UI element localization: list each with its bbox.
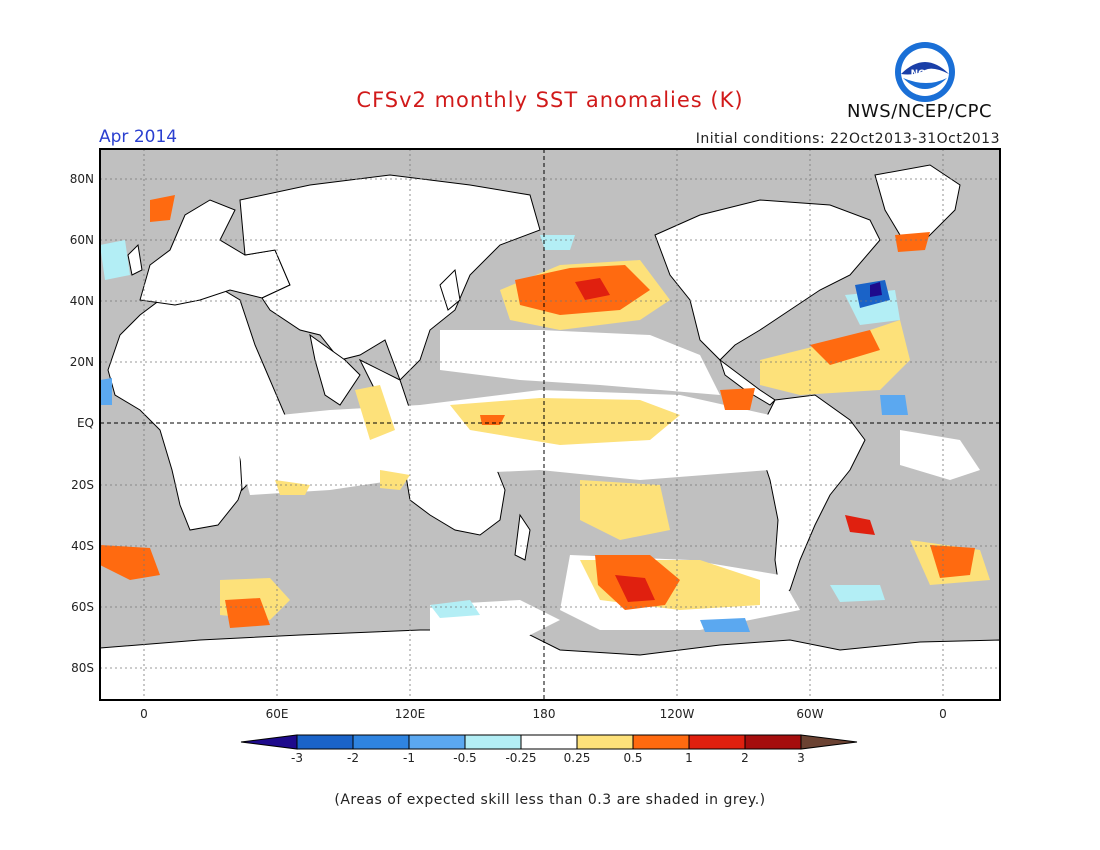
logo-text: NOAA xyxy=(911,69,940,79)
lat-label: 80N xyxy=(70,172,94,186)
colorbar-swatch xyxy=(632,734,690,750)
lat-label: 60N xyxy=(70,233,94,247)
central-america xyxy=(719,358,776,406)
map-frame xyxy=(99,148,1001,701)
colorbar-label: -3 xyxy=(291,751,303,765)
lat-label: 20S xyxy=(71,478,94,492)
india xyxy=(309,333,361,406)
lon-label: 120W xyxy=(660,707,695,721)
lon-labels: 0 60E 120E 180 120W 60W 0 xyxy=(140,707,947,721)
anomaly-shading xyxy=(100,195,990,640)
colorbar-label: 0.25 xyxy=(564,751,591,765)
greenland xyxy=(874,164,961,241)
lat-label: 20N xyxy=(70,355,94,369)
new-zealand xyxy=(514,513,531,561)
colorbar-swatch xyxy=(744,734,802,750)
japan xyxy=(439,268,461,311)
agency-label: NWS/NCEP/CPC xyxy=(847,101,993,122)
colorbar-label: 0.5 xyxy=(623,751,642,765)
landmasses xyxy=(100,164,1000,700)
lat-label: 40S xyxy=(71,539,94,553)
skill-note: (Areas of expected skill less than 0.3 a… xyxy=(334,792,766,808)
colorbar-low-arrow xyxy=(240,734,298,750)
colorbar-swatch xyxy=(576,734,634,750)
graticule xyxy=(100,149,1000,700)
lon-label: 0 xyxy=(140,707,148,721)
lon-label: 60E xyxy=(266,707,289,721)
lat-label: 40N xyxy=(70,294,94,308)
lat-label: 80S xyxy=(71,661,94,675)
chart-title: CFSv2 monthly SST anomalies (K) xyxy=(356,88,744,112)
colorbar xyxy=(240,734,858,750)
colorbar-label: 1 xyxy=(685,751,693,765)
lat-label: 60S xyxy=(71,600,94,614)
colorbar-label: -0.5 xyxy=(453,751,476,765)
colorbar-label: -1 xyxy=(403,751,415,765)
colorbar-swatch xyxy=(520,734,578,750)
colorbar-swatch xyxy=(296,734,354,750)
lon-label: 180 xyxy=(533,707,556,721)
uk xyxy=(127,243,143,276)
colorbar-label: -0.25 xyxy=(505,751,536,765)
lat-labels: 80N 60N 40N 20N EQ 20S 40S 60S 80S xyxy=(70,172,94,675)
colorbar-swatch xyxy=(352,734,410,750)
colorbar-swatch xyxy=(408,734,466,750)
lat-label: EQ xyxy=(77,416,94,430)
lon-label: 0 xyxy=(939,707,947,721)
lon-label: 120E xyxy=(395,707,426,721)
antarctica xyxy=(100,629,1000,700)
lon-label: 60W xyxy=(796,707,823,721)
initial-conditions: Initial conditions: 22Oct2013-31Oct2013 xyxy=(695,131,1000,147)
colorbar-swatch xyxy=(464,734,522,750)
colorbar-swatch xyxy=(688,734,746,750)
colorbar-label: -2 xyxy=(347,751,359,765)
colorbar-high-arrow xyxy=(800,734,858,750)
colorbar-labels: -3 -2 -1 -0.5 -0.25 0.25 0.5 1 2 3 xyxy=(291,751,805,765)
noaa-logo: NOAA xyxy=(895,42,955,102)
colorbar-label: 3 xyxy=(797,751,805,765)
forecast-month: Apr 2014 xyxy=(99,127,178,147)
colorbar-label: 2 xyxy=(741,751,749,765)
